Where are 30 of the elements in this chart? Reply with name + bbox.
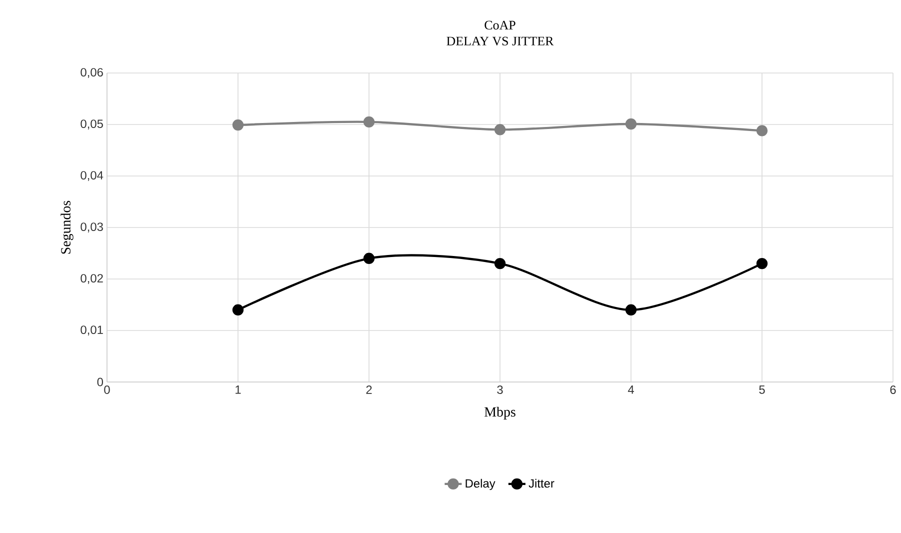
legend-label: Jitter — [528, 478, 554, 488]
point — [494, 258, 506, 270]
x-tick-label: 3 — [497, 386, 503, 394]
x-tick-label: 6 — [890, 386, 896, 394]
point — [363, 252, 375, 264]
y-tick-label: 0,06 — [80, 68, 103, 78]
y-tick-label: 0,01 — [80, 326, 103, 336]
chart-title: CoAP — [484, 20, 516, 30]
point — [756, 125, 768, 136]
x-tick-label: 2 — [366, 386, 372, 394]
y-tick-label: 0,02 — [80, 274, 103, 284]
y-tick-label: 0,05 — [80, 120, 103, 130]
y-tick-label: 0,03 — [80, 222, 103, 232]
point — [756, 258, 768, 270]
point — [494, 124, 506, 136]
x-tick-label: 5 — [759, 386, 765, 394]
legend-label: Delay — [466, 478, 496, 490]
chart-subtitle: DELAY VS JITTER — [446, 36, 554, 46]
x-tick-label: 1 — [236, 386, 241, 394]
point — [625, 304, 637, 316]
x-tick-label: 0 — [104, 386, 110, 394]
point — [232, 304, 244, 316]
y-tick-label: 0 — [97, 378, 104, 386]
y-axis-title: Segundos — [60, 200, 74, 254]
point — [363, 116, 375, 128]
point — [232, 119, 244, 131]
x-tick-label: 4 — [628, 386, 634, 394]
point — [625, 118, 637, 130]
x-axis-title: Mbps — [484, 406, 516, 420]
y-tick-label: 0,04 — [80, 171, 104, 181]
